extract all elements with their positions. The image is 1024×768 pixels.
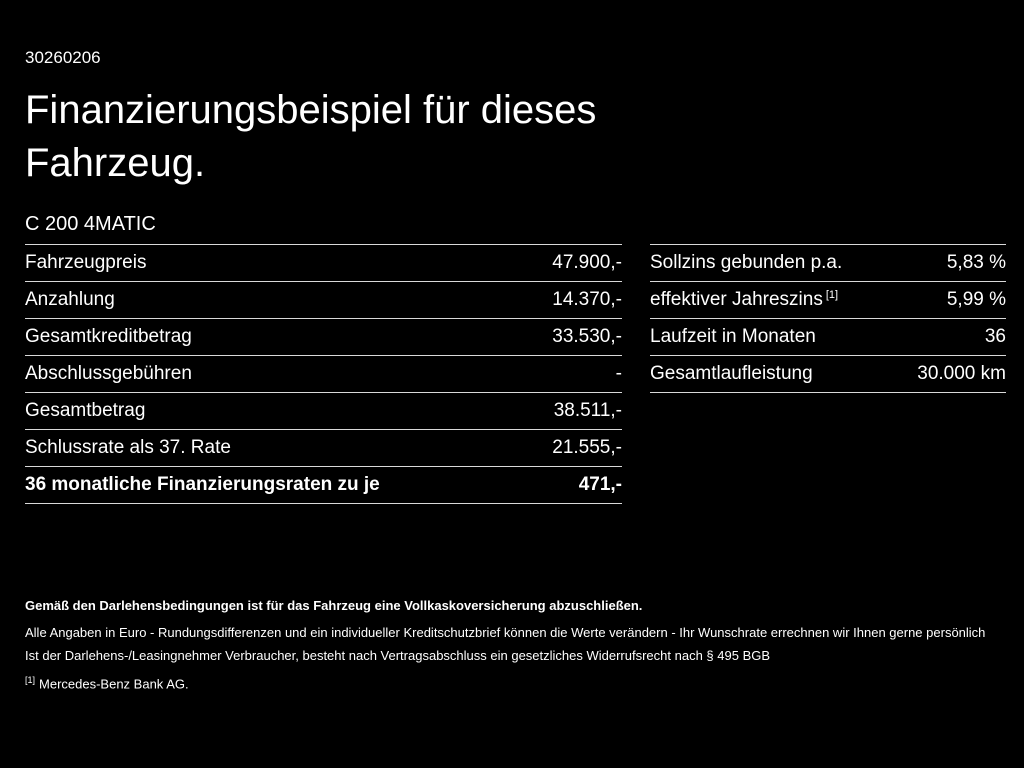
row-value: 21.555,-: [552, 437, 622, 458]
disclaimer-note-1: Alle Angaben in Euro - Rundungsdifferenz…: [25, 625, 986, 640]
row-value: 471,-: [578, 474, 622, 495]
document-id: 30260206: [25, 48, 101, 67]
table-row: Anzahlung 14.370,-: [25, 281, 622, 318]
row-label: Abschlussgebühren: [25, 363, 192, 384]
row-label: Laufzeit in Monaten: [650, 326, 816, 347]
table-row: Laufzeit in Monaten 36: [650, 318, 1006, 355]
row-value: 33.530,-: [552, 326, 622, 347]
row-label: effektiver Jahreszins [1]: [650, 288, 839, 310]
row-label: Fahrzeugpreis: [25, 252, 147, 273]
table-row: Abschlussgebühren -: [25, 355, 622, 392]
row-label: Gesamtkreditbetrag: [25, 326, 192, 347]
row-value: 30.000 km: [917, 363, 1006, 384]
row-label: 36 monatliche Finanzierungsraten zu je: [25, 474, 380, 495]
financing-table: Fahrzeugpreis 47.900,- Anzahlung 14.370,…: [25, 244, 622, 504]
table-row: effektiver Jahreszins [1] 5,99 %: [650, 281, 1006, 318]
table-row: Gesamtbetrag 38.511,-: [25, 392, 622, 429]
bank-footnote: [1] Mercedes-Benz Bank AG.: [25, 672, 1000, 692]
conditions-table: Sollzins gebunden p.a. 5,83 % effektiver…: [650, 244, 1006, 393]
table-row: Gesamtkreditbetrag 33.530,-: [25, 318, 622, 355]
table-row-monthly-rate: 36 monatliche Finanzierungsraten zu je 4…: [25, 466, 622, 504]
page-title-line2: Fahrzeug.: [25, 141, 206, 185]
footnote-text: Mercedes-Benz Bank AG.: [39, 676, 189, 692]
row-label: Gesamtlaufleistung: [650, 363, 813, 384]
footnote-marker: [1]: [25, 675, 36, 685]
table-row: Sollzins gebunden p.a. 5,83 %: [650, 244, 1006, 281]
row-value: 36: [984, 326, 1006, 347]
row-value: 5,83 %: [946, 252, 1006, 273]
page-title-line1: Finanzierungsbeispiel für dieses: [25, 88, 597, 132]
row-label: Sollzins gebunden p.a.: [650, 252, 843, 273]
row-label: Anzahlung: [25, 289, 115, 310]
insurance-note: Gemäß den Darlehensbedingungen ist für d…: [25, 598, 643, 613]
table-row: Gesamtlaufleistung 30.000 km: [650, 355, 1006, 393]
disclaimer-note-2: Ist der Darlehens-/Leasingnehmer Verbrau…: [25, 648, 771, 663]
row-value: 38.511,-: [553, 400, 622, 421]
table-row: Schlussrate als 37. Rate 21.555,-: [25, 429, 622, 466]
vehicle-model: C 200 4MATIC: [25, 213, 156, 235]
page-title: Finanzierungsbeispiel für dieses Fahrzeug…: [25, 84, 596, 190]
table-row: Fahrzeugpreis 47.900,-: [25, 244, 622, 281]
row-value: 47.900,-: [552, 252, 622, 273]
row-label: Schlussrate als 37. Rate: [25, 437, 231, 458]
row-value: 5,99 %: [946, 289, 1006, 310]
legal-footer: Gemäß den Darlehensbedingungen ist für d…: [25, 598, 1000, 692]
footnote-reference: [1]: [825, 288, 839, 301]
row-value: -: [615, 363, 622, 384]
row-value: 14.370,-: [552, 289, 622, 310]
row-label: Gesamtbetrag: [25, 400, 146, 421]
